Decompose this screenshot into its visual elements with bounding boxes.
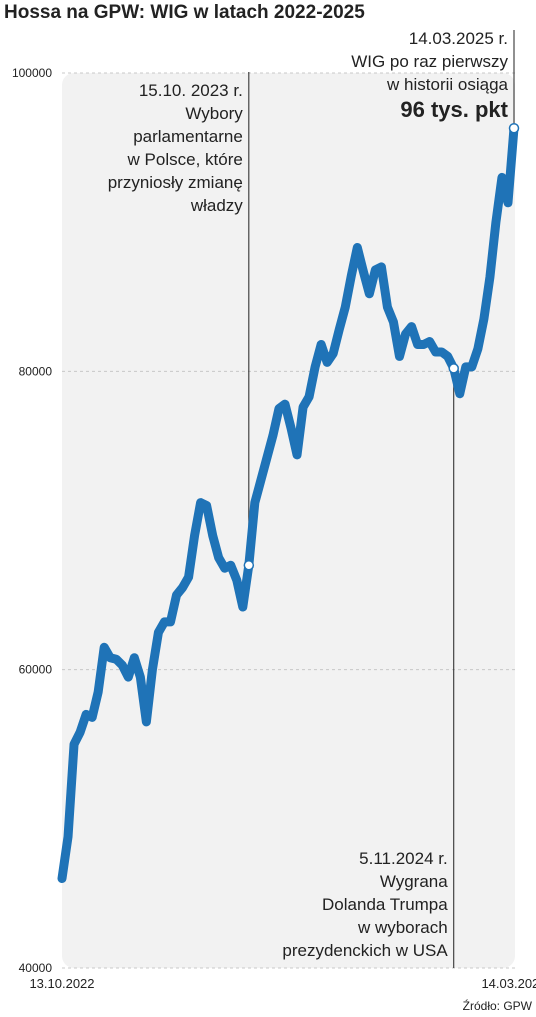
source: Źródło: GPW xyxy=(463,998,533,1013)
y-tick-label: 40000 xyxy=(19,961,53,975)
annotation-text: w Polsce, które xyxy=(127,150,243,169)
annotation-text: Dolanda Trumpa xyxy=(322,895,448,914)
y-tick-label: 60000 xyxy=(19,663,53,677)
annotation-text: Wybory xyxy=(185,104,243,123)
y-tick-label: 80000 xyxy=(19,364,53,378)
chart-title: Hossa na GPW: WIG w latach 2022-2025 xyxy=(4,2,365,23)
annotation-text: przyniosły zmianę xyxy=(108,173,243,192)
x-tick-label: 13.10.2022 xyxy=(29,976,94,991)
annotation-text: w historii osiąga xyxy=(386,75,508,94)
y-tick-label: 100000 xyxy=(12,66,52,80)
series-line xyxy=(57,123,519,883)
annotation-text: władzy xyxy=(190,196,243,215)
annotation-text: Wygrana xyxy=(380,872,448,891)
plot-background xyxy=(62,73,515,968)
annotation-highlight: 96 tys. pkt xyxy=(400,97,508,122)
annotation-text: 5.11.2024 r. xyxy=(359,849,448,868)
annotation-text: 14.03.2025 r. xyxy=(409,29,508,48)
annotation-text: prezydenckich w USA xyxy=(282,941,448,960)
annotation-dot xyxy=(448,363,459,374)
annotation-dot xyxy=(508,122,520,134)
annotation-text: parlamentarne xyxy=(133,127,243,146)
annotation-dot xyxy=(243,560,255,571)
annotation-text: WIG po raz pierwszy xyxy=(351,52,508,71)
annotation-text: w wyborach xyxy=(357,918,448,937)
x-tick-label: 14.03.2025 xyxy=(481,976,536,991)
annotation-text: 15.10. 2023 r. xyxy=(139,81,243,100)
